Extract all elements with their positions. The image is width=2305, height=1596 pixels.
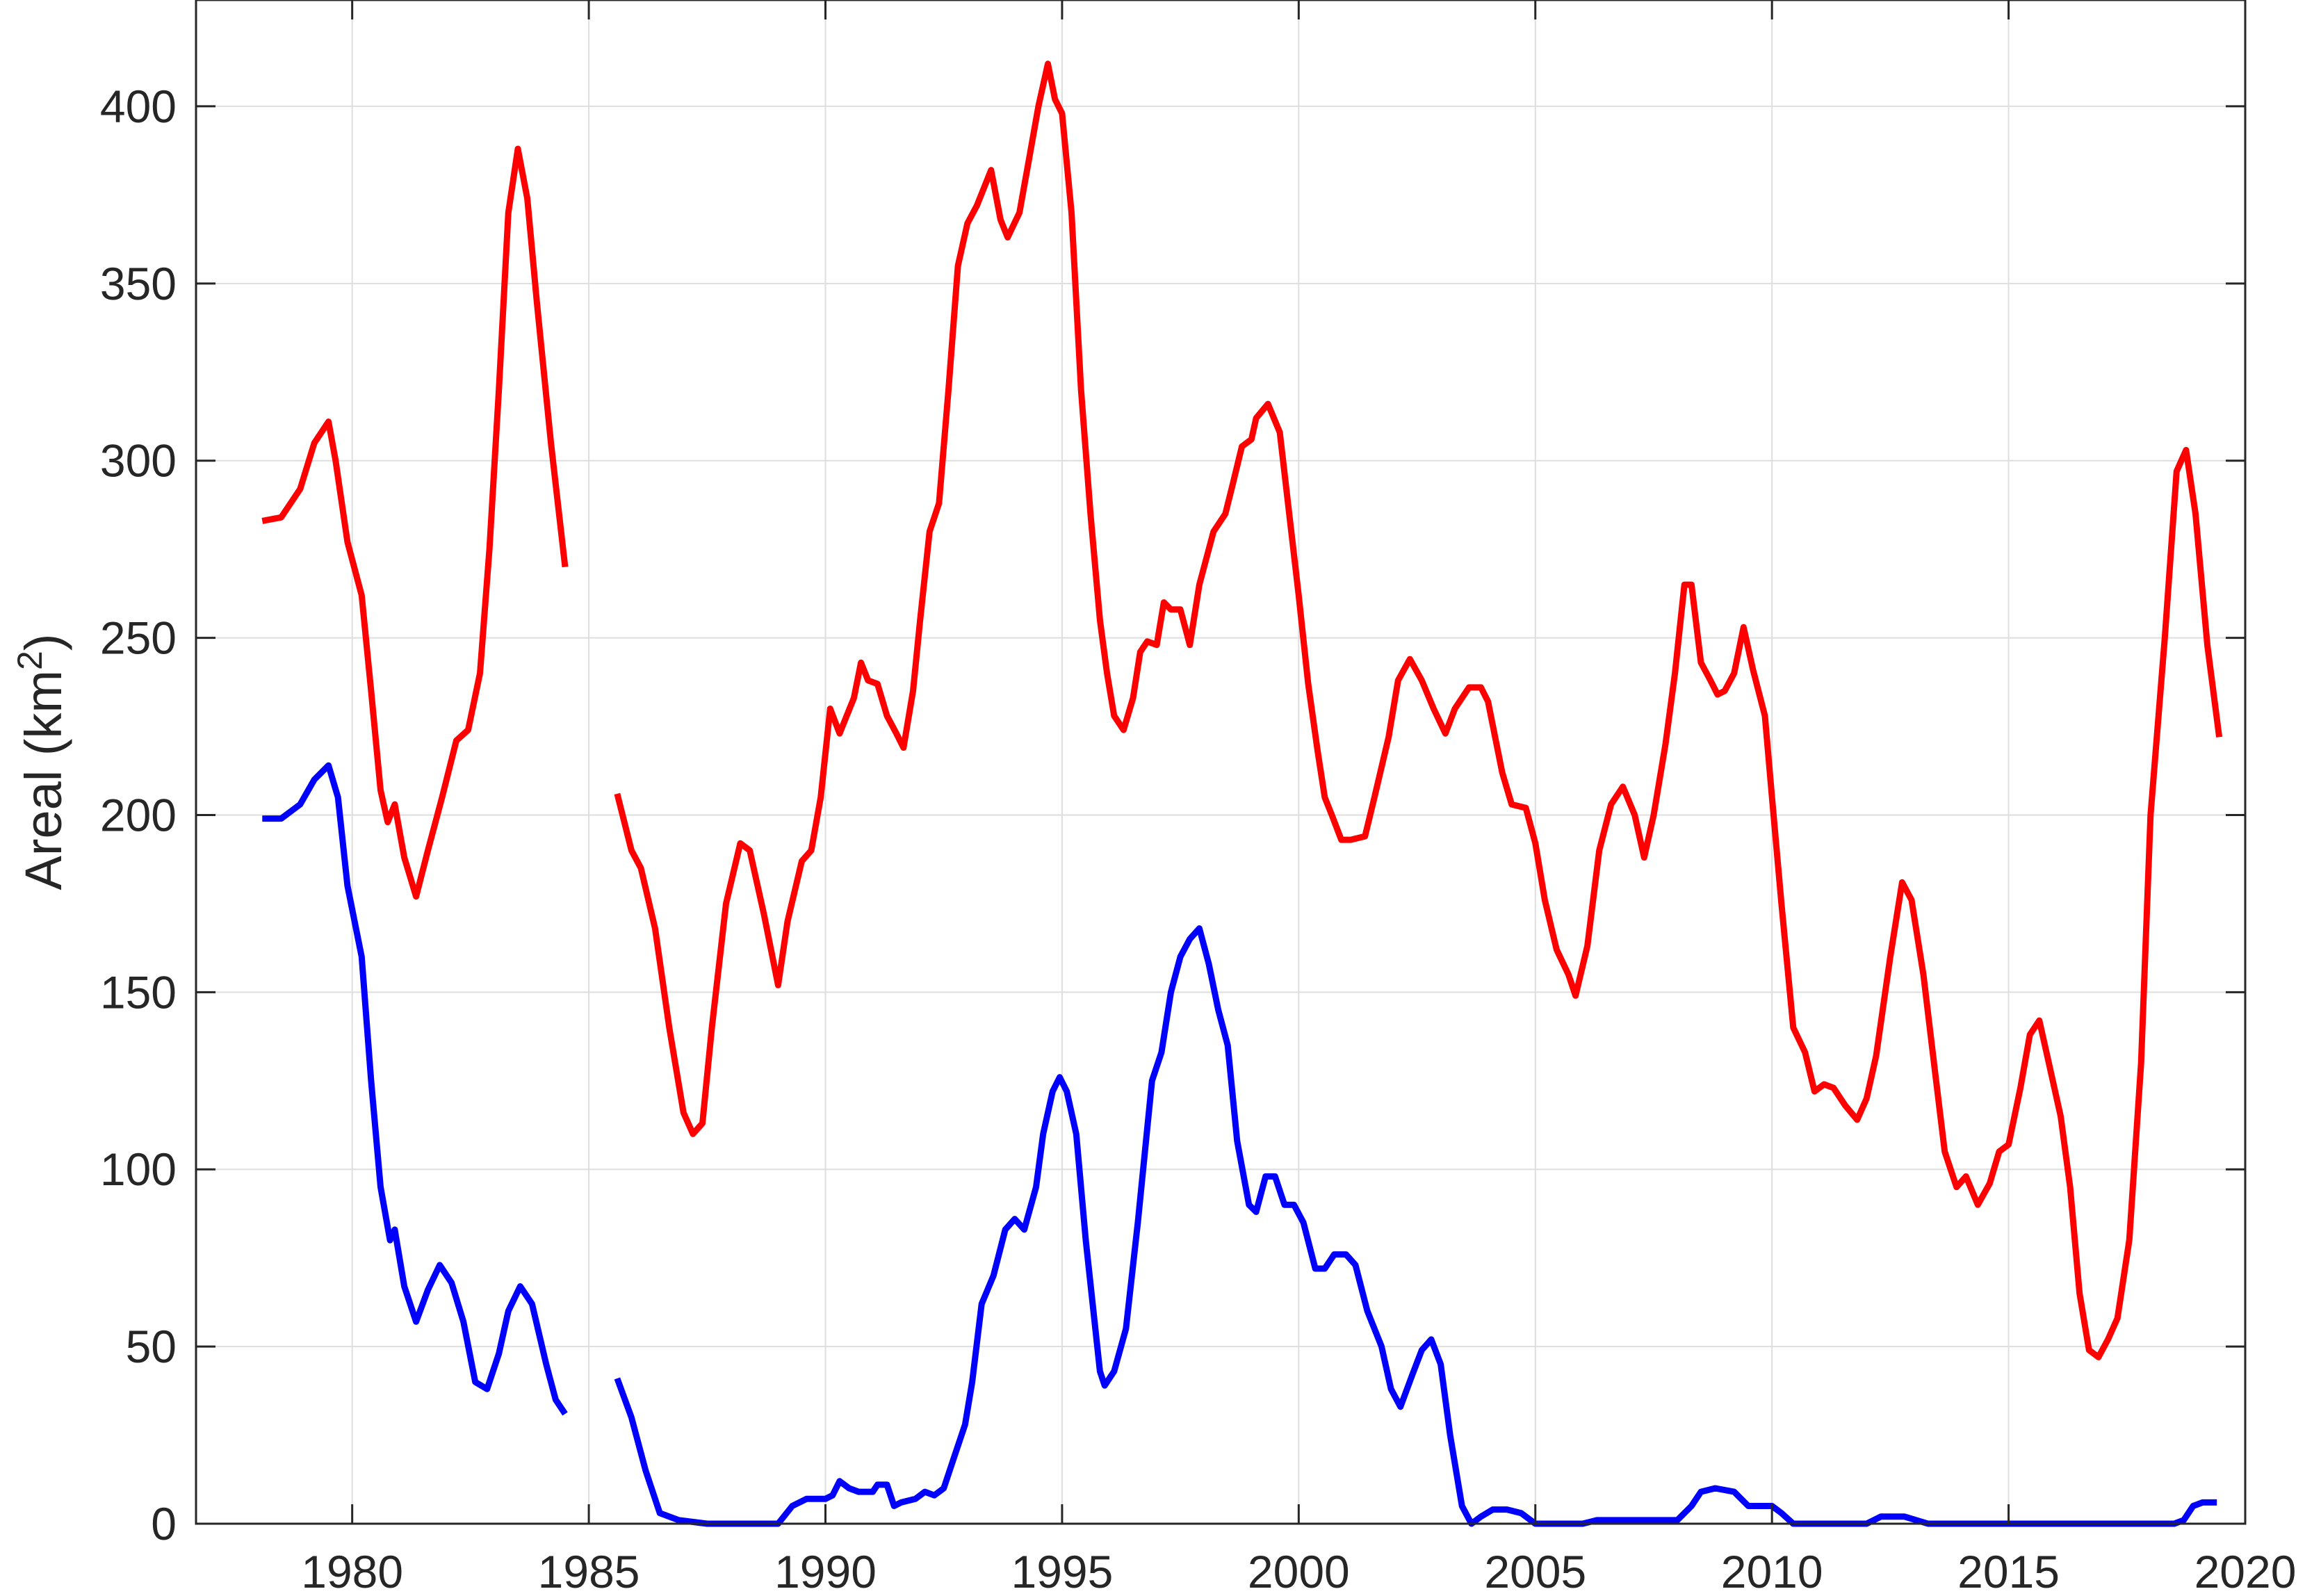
x-tick-labels: 1980 1985 1990 1995 2000 2005 2010 2015 2020 <box>301 1546 2296 1596</box>
x-tick-label: 2005 <box>1484 1546 1586 1596</box>
y-tick-label: 150 <box>100 966 177 1018</box>
x-tick-label: 2010 <box>1721 1546 1823 1596</box>
y-axis-label-superscript: 2 <box>10 651 49 670</box>
y-tick-label: 50 <box>126 1321 177 1372</box>
series-layer <box>261 60 2223 1527</box>
y-tick-label: 250 <box>100 612 177 664</box>
x-tick-label: 2000 <box>1248 1546 1350 1596</box>
x-tick-label: 1985 <box>538 1546 640 1596</box>
x-tick-label: 1980 <box>301 1546 403 1596</box>
y-axis-label: Areal (km2) <box>10 633 72 890</box>
x-tick-label: 2015 <box>1957 1546 2060 1596</box>
y-axis-label-text: Areal (km <box>15 670 72 890</box>
y-tick-label: 350 <box>100 258 177 309</box>
y-tick-label: 200 <box>100 789 177 840</box>
y-tick-label: 400 <box>100 81 177 132</box>
x-tick-label: 2020 <box>2194 1546 2297 1596</box>
series-2-line-segment-2 <box>614 925 2217 1527</box>
series-1-line-segment-1 <box>261 145 569 900</box>
x-tick-label: 1990 <box>774 1546 877 1596</box>
y-tick-labels: 0 50 100 150 200 250 300 350 400 <box>100 81 177 1549</box>
y-tick-label: 300 <box>100 435 177 487</box>
plot-background <box>196 0 2245 1524</box>
axis-ticks <box>196 0 2247 1525</box>
series-2-line-segment-1 <box>262 762 568 1416</box>
series-1-line-segment-2 <box>614 60 2223 1360</box>
plot-frame <box>195 0 2247 1525</box>
y-axis-label-close: ) <box>15 633 72 651</box>
x-tick-label: 1995 <box>1011 1546 1114 1596</box>
y-tick-label: 0 <box>151 1498 177 1549</box>
y-tick-label: 100 <box>100 1143 177 1195</box>
grid <box>196 0 2245 1524</box>
